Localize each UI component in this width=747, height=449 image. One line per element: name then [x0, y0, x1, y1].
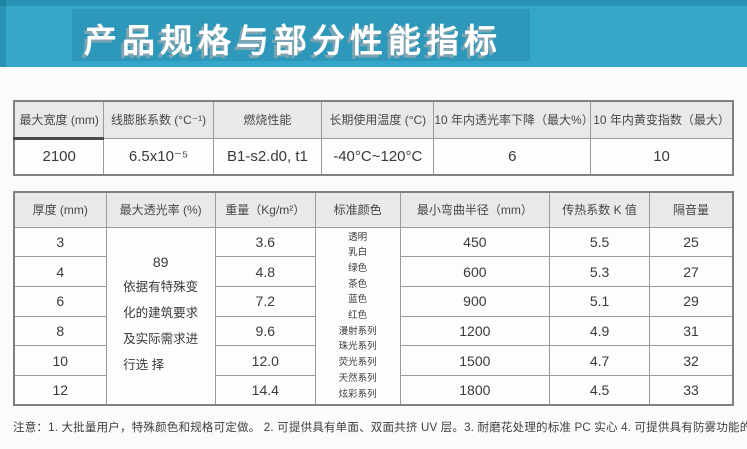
color-item: 乳白	[348, 247, 368, 259]
sound-insulation-cell: 25	[649, 226, 734, 258]
thickness-cell: 10	[13, 345, 107, 377]
spec-row: 12 14.4 1800 4.5 33	[13, 375, 734, 406]
performance-header-row: 最大宽度 (mm) 线膨胀系数 (°C⁻¹) 燃烧性能 长期使用温度 (°C) …	[13, 100, 734, 140]
performance-value-row: 2100 6.5x10⁻⁵ B1-s2.d0, t1 -40°C~120°C 6…	[13, 137, 734, 176]
header-light-loss: 10 年内透光率下降（最大%）	[433, 100, 594, 139]
footnote: 注意：1. 大批量用户，特殊颜色和规格可定做。 2. 可提供具有单面、双面共挤 …	[13, 422, 747, 435]
header-weight: 重量（Kg/m²）	[214, 191, 316, 228]
color-item: 蓝色	[348, 294, 368, 306]
color-item: 茶色	[348, 278, 368, 290]
thickness-cell: 6	[13, 285, 107, 317]
color-item: 珠光系列	[338, 341, 377, 353]
spec-row: 3 89 依据有特殊变 化的建筑要求 及实际需求进 行选 择 3.6 透明 乳白…	[13, 226, 734, 406]
header-yellowing-index: 10 年内黄变指数（最大）	[590, 100, 734, 139]
sound-insulation-cell: 27	[649, 256, 734, 287]
color-item: 红色	[348, 310, 368, 322]
page-title: 产品规格与部分性能指标	[84, 22, 502, 59]
bend-radius-cell: 450	[399, 226, 551, 258]
yellowing-index-value: 10	[590, 137, 734, 176]
k-value-cell: 5.5	[549, 226, 651, 258]
standard-colors-merged-cell: 透明 乳白 绿色 茶色 蓝色 红色 漫射系列 珠光系列 荧光系列 天然系列 炫彩…	[314, 226, 401, 406]
bend-radius-cell: 900	[399, 285, 551, 317]
transmittance-merged-cell: 89 依据有特殊变 化的建筑要求 及实际需求进 行选 择	[105, 226, 216, 406]
sound-insulation-cell: 29	[649, 285, 734, 317]
thickness-cell: 4	[13, 256, 107, 287]
k-value-cell: 4.9	[549, 315, 651, 347]
transmittance-note-line: 行选 择	[123, 357, 165, 372]
content-area: 最大宽度 (mm) 线膨胀系数 (°C⁻¹) 燃烧性能 长期使用温度 (°C) …	[0, 100, 747, 407]
weight-cell: 4.8	[214, 256, 316, 287]
performance-table: 最大宽度 (mm) 线膨胀系数 (°C⁻¹) 燃烧性能 长期使用温度 (°C) …	[13, 100, 734, 176]
k-value-cell: 4.5	[549, 375, 651, 406]
transmittance-note-line: 及实际需求进	[123, 331, 199, 346]
color-item: 漫射系列	[338, 325, 377, 337]
spec-row: 4 4.8 600 5.3 27	[13, 256, 734, 287]
title-background-box	[72, 9, 530, 61]
weight-cell: 3.6	[214, 226, 316, 258]
weight-cell: 9.6	[214, 315, 316, 347]
spec-header-row: 厚度 (mm) 最大透光率 (%) 重量（Kg/m²） 标准颜色 最小弯曲半径（…	[13, 191, 734, 228]
header-standard-colors: 标准颜色	[314, 191, 401, 228]
header-bend-radius: 最小弯曲半径（mm）	[399, 191, 551, 228]
spec-row: 6 7.2 900 5.1 29	[13, 285, 734, 317]
bend-radius-cell: 600	[399, 256, 551, 287]
sound-insulation-cell: 33	[649, 375, 734, 406]
k-value-cell: 5.3	[549, 256, 651, 287]
header-k-value: 传热系数 K 值	[549, 191, 651, 228]
k-value-cell: 5.1	[549, 285, 651, 317]
color-item: 透明	[348, 231, 368, 243]
max-width-value: 2100	[13, 137, 105, 176]
bend-radius-cell: 1500	[399, 345, 551, 377]
header-thickness: 厚度 (mm)	[13, 191, 107, 228]
color-item: 荧光系列	[338, 357, 377, 369]
transmittance-note-line: 依据有特殊变	[123, 279, 199, 294]
thickness-cell: 12	[13, 375, 107, 406]
transmittance-value: 89	[152, 253, 169, 270]
bend-radius-cell: 1200	[399, 315, 551, 347]
bend-radius-cell: 1800	[399, 375, 551, 406]
fire-rating-value: B1-s2.d0, t1	[212, 137, 323, 176]
transmittance-note-line: 化的建筑要求	[123, 305, 199, 320]
sound-insulation-cell: 32	[649, 345, 734, 377]
thickness-cell: 8	[13, 315, 107, 347]
thickness-cell: 3	[13, 226, 107, 258]
expansion-coefficient-value: 6.5x10⁻⁵	[103, 137, 214, 176]
header-transmittance: 最大透光率 (%)	[105, 191, 216, 228]
header-service-temperature: 长期使用温度 (°C)	[321, 100, 435, 139]
k-value-cell: 4.7	[549, 345, 651, 377]
light-loss-value: 6	[433, 137, 592, 176]
service-temperature-value: -40°C~120°C	[321, 137, 435, 176]
weight-cell: 7.2	[214, 285, 316, 317]
color-item: 绿色	[348, 262, 368, 274]
thickness-spec-table: 厚度 (mm) 最大透光率 (%) 重量（Kg/m²） 标准颜色 最小弯曲半径（…	[13, 191, 734, 407]
sound-insulation-cell: 31	[649, 315, 734, 347]
color-item: 天然系列	[338, 372, 377, 384]
color-item: 炫彩系列	[338, 388, 377, 400]
weight-cell: 12.0	[214, 345, 316, 377]
header-fire-rating: 燃烧性能	[212, 100, 323, 139]
title-banner: 产品规格与部分性能指标	[0, 0, 747, 67]
banner-left-edge	[0, 0, 6, 67]
spec-row: 10 12.0 1500 4.7 32	[13, 345, 734, 377]
transmittance-note: 依据有特殊变 化的建筑要求 及实际需求进 行选 择	[123, 274, 198, 378]
header-expansion-coefficient: 线膨胀系数 (°C⁻¹)	[103, 100, 214, 139]
spec-row: 8 9.6 1200 4.9 31	[13, 315, 734, 347]
weight-cell: 14.4	[214, 375, 316, 406]
header-sound-insulation: 隔音量	[649, 191, 734, 228]
header-max-width: 最大宽度 (mm)	[13, 100, 105, 140]
banner-top-edge	[0, 0, 747, 6]
